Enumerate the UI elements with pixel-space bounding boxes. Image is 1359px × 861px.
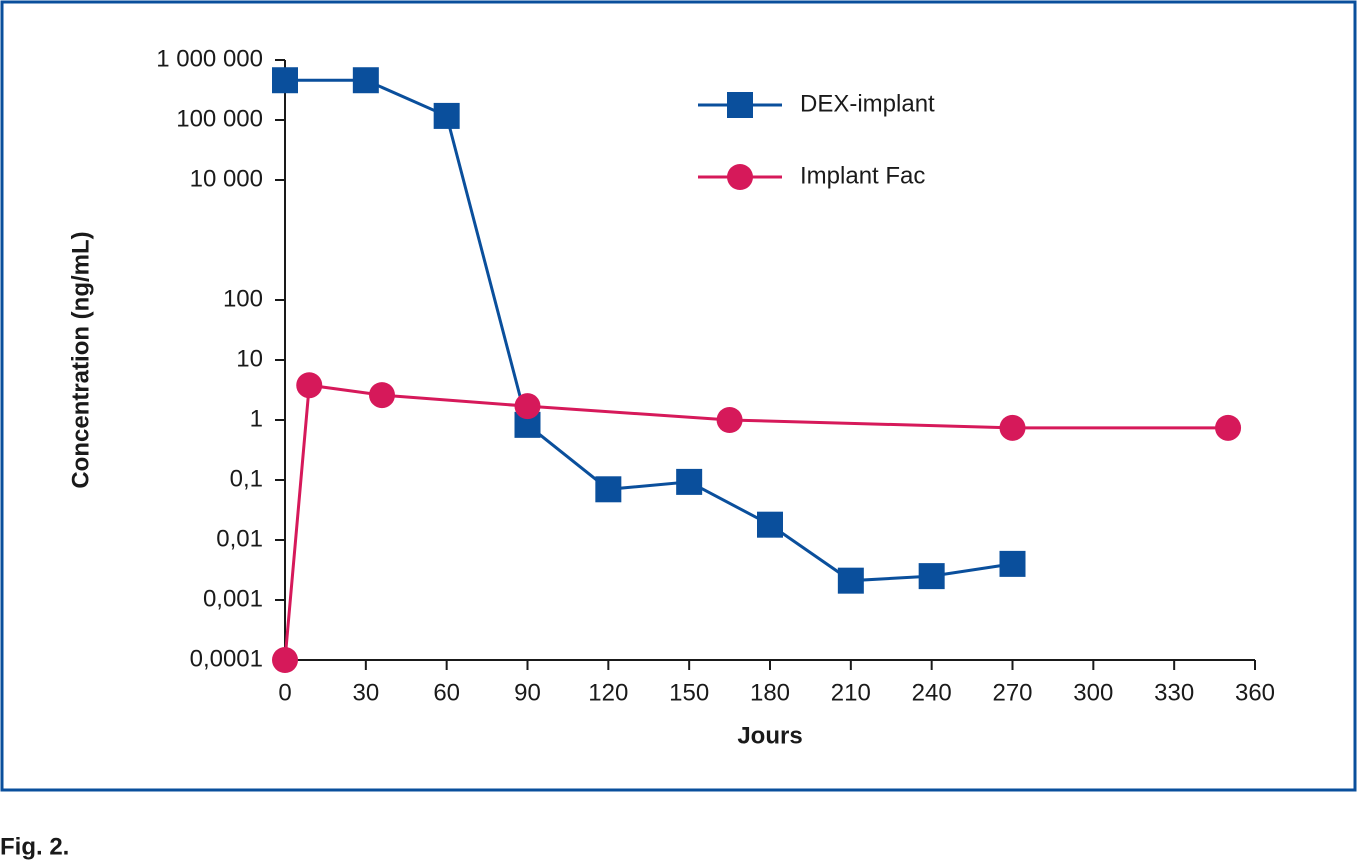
y-tick-label: 10 bbox=[236, 345, 263, 372]
marker bbox=[433, 102, 460, 129]
y-tick-label: 1 bbox=[250, 405, 263, 432]
x-tick-label: 60 bbox=[433, 679, 460, 706]
y-tick-label: 0,001 bbox=[203, 585, 263, 612]
x-tick-label: 120 bbox=[588, 679, 628, 706]
marker bbox=[595, 476, 622, 503]
marker bbox=[727, 164, 753, 190]
marker bbox=[272, 647, 298, 673]
y-tick-label: 0,01 bbox=[216, 525, 263, 552]
frame bbox=[0, 0, 1357, 792]
marker bbox=[514, 393, 541, 420]
caption: Fig. 2. bbox=[0, 833, 69, 860]
y-tick-label: 100 bbox=[223, 285, 263, 312]
x-tick-label: 330 bbox=[1154, 679, 1194, 706]
marker bbox=[272, 67, 298, 94]
y-tick-label: 1 000 000 bbox=[156, 45, 263, 72]
x-tick-label: 270 bbox=[992, 679, 1032, 706]
marker bbox=[918, 563, 945, 590]
x-tick-label: 90 bbox=[514, 679, 541, 706]
legend-label: DEX-implant bbox=[800, 90, 935, 117]
x-tick-label: 180 bbox=[750, 679, 790, 706]
marker bbox=[999, 550, 1026, 577]
legend-label: Implant Fac bbox=[800, 162, 925, 189]
marker bbox=[352, 67, 379, 94]
x-tick-label: 300 bbox=[1073, 679, 1113, 706]
series-line bbox=[285, 78, 1013, 583]
marker bbox=[1215, 414, 1242, 441]
x-tick-label: 360 bbox=[1235, 679, 1275, 706]
marker bbox=[999, 414, 1026, 441]
marker bbox=[727, 92, 753, 118]
y-axis-label: Concentration (ng/mL) bbox=[67, 231, 94, 488]
marker bbox=[716, 407, 743, 433]
series-line bbox=[283, 383, 1229, 661]
marker bbox=[676, 468, 703, 495]
y-tick-label: 100 000 bbox=[176, 105, 263, 132]
marker bbox=[369, 382, 395, 409]
x-tick-label: 210 bbox=[831, 679, 871, 706]
y-tick-label: 0,0001 bbox=[190, 645, 263, 672]
marker bbox=[296, 372, 323, 399]
y-tick-label: 0,1 bbox=[230, 465, 263, 492]
y-tick-label: 10 000 bbox=[190, 165, 263, 192]
x-tick-label: 0 bbox=[278, 679, 291, 706]
marker bbox=[757, 511, 783, 538]
x-tick-label: 30 bbox=[352, 679, 379, 706]
x-tick-label: 150 bbox=[669, 679, 709, 706]
x-tick-label: 240 bbox=[912, 679, 952, 706]
x-axis-label: Jours bbox=[737, 722, 802, 749]
marker bbox=[837, 567, 864, 594]
